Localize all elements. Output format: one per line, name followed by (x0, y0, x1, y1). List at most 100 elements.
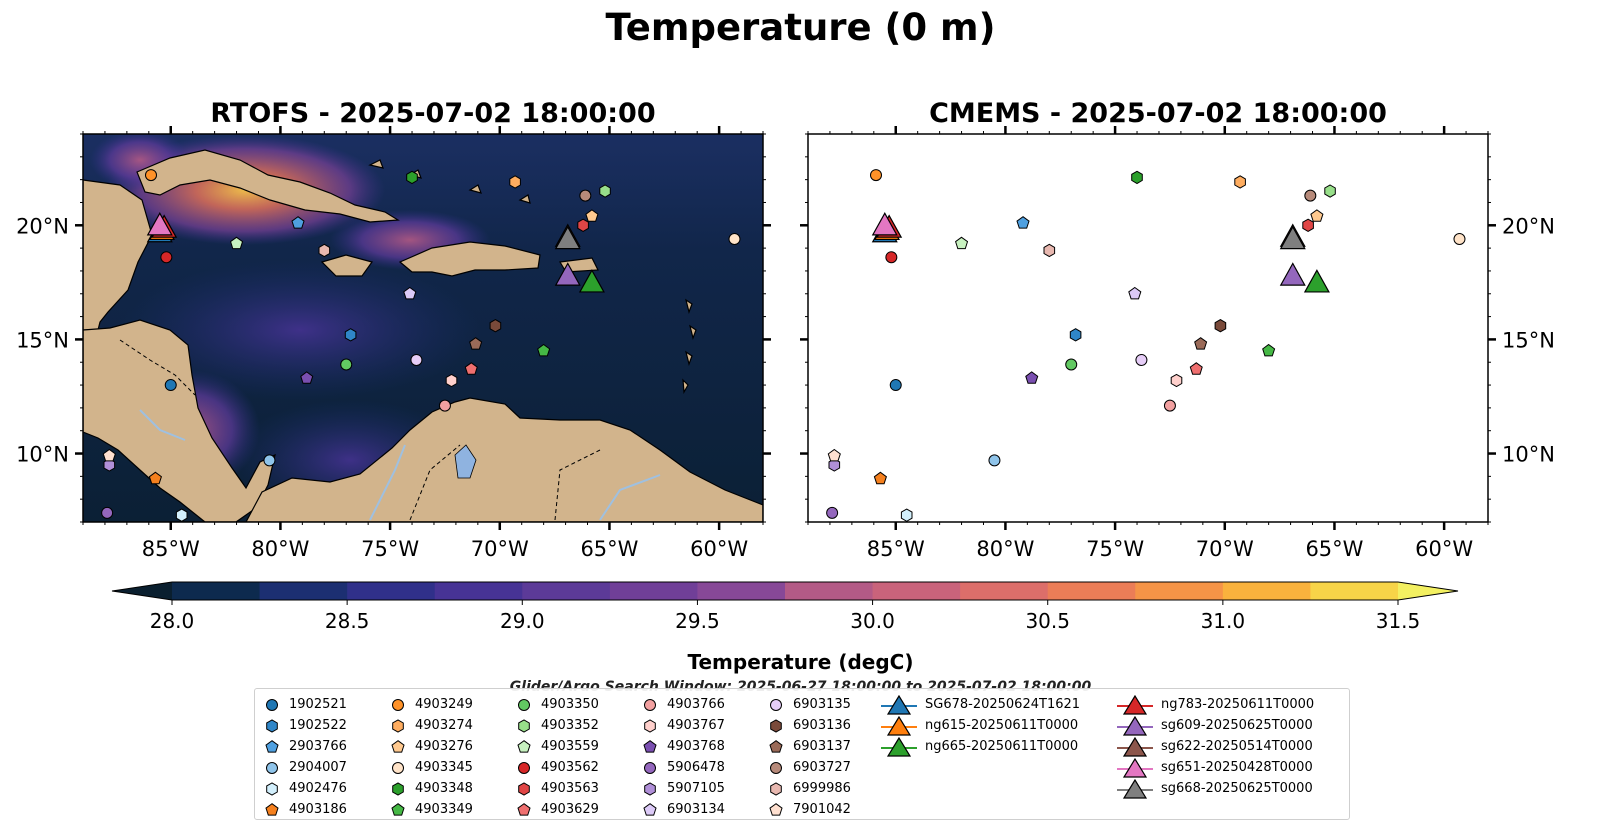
argo-float-4903186 (873, 471, 887, 485)
glider-ng665-20250611T0000 (1303, 269, 1330, 293)
argo-float-6903134 (403, 286, 417, 300)
colorbar-extend-high (1398, 582, 1458, 600)
argo-float-6999986 (318, 243, 331, 258)
float-legend-icon (770, 698, 782, 711)
legend-entry: 4903186 (263, 799, 347, 820)
legend-label: 5907105 (667, 781, 725, 796)
argo-float-4903629 (1189, 362, 1203, 375)
colorbar-tick-label: 29.5 (675, 609, 720, 633)
legend-entry: sg651-20250428T0000 (1117, 757, 1314, 778)
colorbar-bin (434, 582, 523, 600)
x-tick-label: 65°W (1305, 537, 1363, 561)
argo-float-6903134 (1128, 286, 1142, 300)
float-legend-icon (769, 802, 783, 816)
legend-entry: 2903766 (263, 736, 347, 757)
float-legend-marker (391, 739, 405, 753)
legend-entry: ng615-20250611T0000 (881, 715, 1080, 736)
glider-legend-triangle (1122, 757, 1148, 778)
glider-legend-icon (1117, 694, 1153, 715)
legend-label: 6903727 (793, 760, 851, 775)
colorbar-tick-label: 30.5 (1025, 609, 1070, 633)
float-legend-icon (266, 698, 278, 711)
argo-float-4903186 (148, 471, 162, 485)
float-legend-icon (265, 802, 279, 816)
float-legend-marker (391, 802, 405, 816)
legend-entry: sg609-20250625T0000 (1117, 715, 1314, 736)
legend-label: 4903766 (667, 697, 725, 712)
legend-entry: 4903767 (641, 715, 725, 736)
float-legend-icon (392, 718, 404, 733)
argo-float-4903562 (160, 251, 173, 264)
legend-entry: 6903727 (767, 757, 851, 778)
colorbar-bin (785, 582, 874, 600)
legend-label: 4903249 (415, 697, 473, 712)
float-legend-marker (266, 698, 278, 711)
argo-float-4903562 (885, 251, 898, 264)
y-tick-label: 10°N (16, 443, 69, 467)
argo-float-4903350 (340, 358, 353, 371)
argo-float-4903767 (1170, 373, 1183, 388)
legend-label: 7901042 (793, 802, 851, 817)
argo-float-5907105 (103, 458, 116, 472)
legend-label: 4903767 (667, 718, 725, 733)
colorbar-bin (259, 582, 348, 600)
glider-sg668-20250625T0000 (554, 225, 581, 250)
legend-entry: 4903629 (515, 799, 599, 820)
x-tick-label: 85°W (867, 537, 925, 561)
legend-label: sg609-20250625T0000 (1161, 718, 1313, 733)
y-tick-label: 20°N (16, 214, 69, 238)
float-legend-icon (644, 718, 656, 733)
colorbar-bin (697, 582, 786, 600)
argo-float-4903766 (1163, 399, 1176, 412)
legend-label: 1902522 (289, 718, 347, 733)
glider-legend-icon (1117, 778, 1153, 799)
legend-column: 1902521 1902522 2903766 2904007 4902476 49031… (263, 694, 347, 820)
float-legend-marker (392, 698, 404, 711)
legend-column: 4903249 4903274 4903276 4903345 4903348 49033… (389, 694, 473, 820)
float-legend-icon (517, 739, 531, 753)
colorbar-bin (172, 582, 261, 600)
argo-float-4903352 (599, 184, 611, 198)
legend-entry: 6903137 (767, 736, 851, 757)
colorbar-bin (1222, 582, 1311, 600)
colorbar-bin (872, 582, 961, 600)
argo-float-6903727 (1304, 189, 1317, 202)
float-legend-marker (770, 781, 782, 796)
legend-entry: 6903135 (767, 694, 851, 715)
float-legend-marker (265, 802, 279, 816)
float-legend-marker (518, 718, 530, 733)
argo-float-4903276 (585, 209, 599, 222)
y-tick-label: 10°N (1502, 443, 1555, 467)
legend-label: ng665-20250611T0000 (925, 739, 1079, 754)
argo-float-2903766 (291, 216, 305, 229)
argo-float-4903249 (870, 169, 882, 182)
float-legend-icon (644, 761, 656, 774)
float-legend-marker (769, 802, 783, 816)
legend-label: ng783-20250611T0000 (1161, 697, 1315, 712)
argo-float-6903136 (489, 319, 502, 333)
argo-float-6903135 (410, 353, 423, 366)
colorbar-tick-label: 30.0 (850, 609, 895, 633)
legend-label: 4903349 (415, 802, 473, 817)
float-legend-icon (517, 802, 531, 816)
argo-float-4903348 (1131, 170, 1143, 185)
argo-float-4903345 (728, 232, 741, 245)
argo-float-4903767 (445, 373, 458, 388)
argo-float-2903766 (1016, 216, 1030, 229)
argo-float-4903563 (1302, 218, 1314, 232)
float-legend-marker (770, 718, 782, 733)
float-legend-icon (266, 781, 278, 796)
legend-entry: 4903249 (389, 694, 473, 715)
legend-entry: 7901042 (767, 799, 851, 820)
glider-legend-triangle (1122, 694, 1148, 715)
argo-float-4903563 (577, 218, 589, 232)
legend-label: sg668-20250625T0000 (1161, 781, 1313, 796)
legend-label: 6903135 (793, 697, 851, 712)
legend-column: ng783-20250611T0000 sg609-20250625T0000 sg… (1117, 694, 1314, 799)
float-legend-marker (769, 739, 783, 753)
legend-column: SG678-20250624T1621 ng615-20250611T0000 ng… (881, 694, 1080, 757)
legend-label: sg651-20250428T0000 (1161, 760, 1313, 775)
float-markers (101, 169, 1466, 522)
float-legend-marker (265, 739, 279, 753)
